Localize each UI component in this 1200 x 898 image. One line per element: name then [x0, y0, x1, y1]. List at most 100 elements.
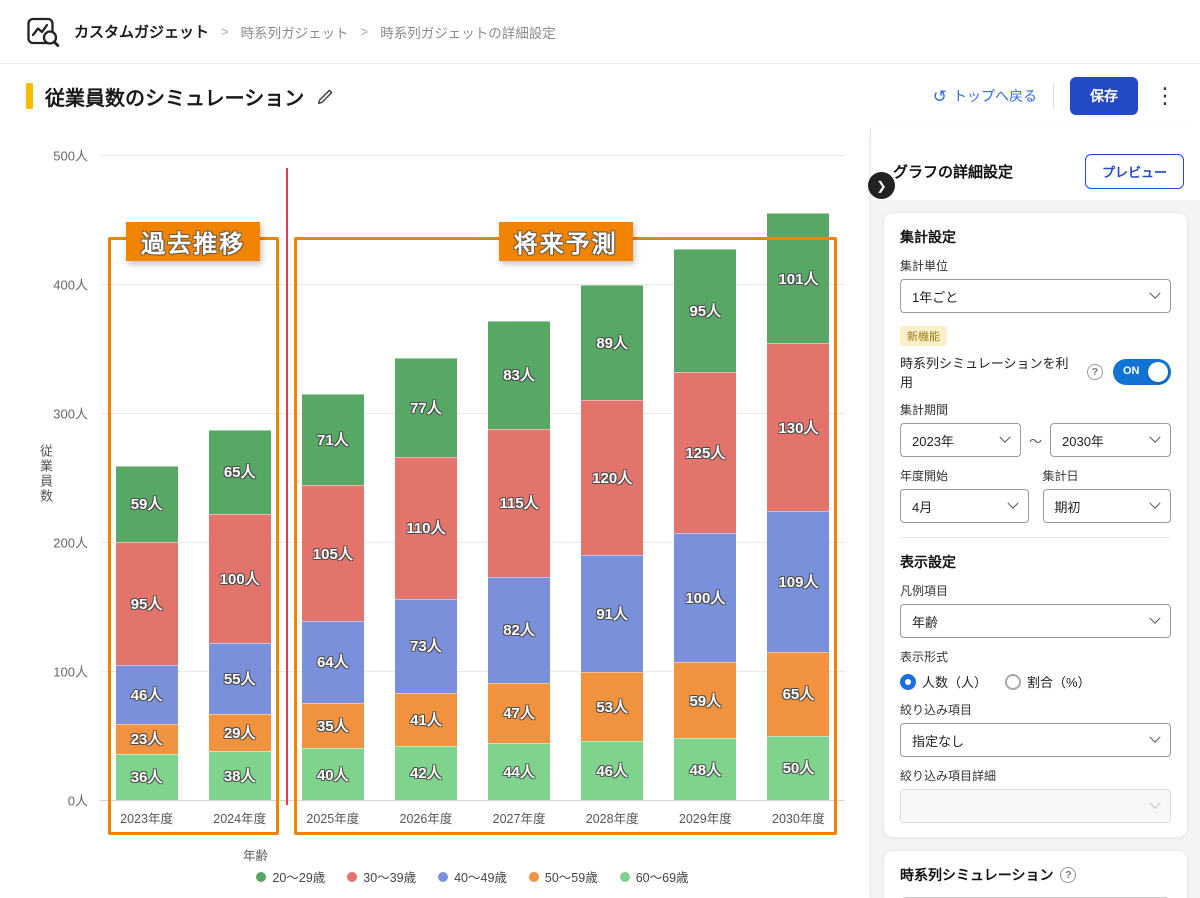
bar-segment-value: 105人	[312, 545, 353, 563]
filter-select[interactable]: 指定なし	[900, 723, 1171, 757]
bar-segment-50〜59歳[interactable]: 41人	[394, 692, 457, 746]
help-icon[interactable]: ?	[1087, 364, 1103, 380]
bar-segment-value: 71人	[316, 431, 349, 449]
bar-segment-20〜29歳[interactable]: 83人	[488, 321, 551, 429]
period-to-value: 2030年	[1062, 433, 1104, 449]
y-axis-tick-label: 0人	[67, 793, 88, 809]
aggregation-unit-select[interactable]: 1年ごと	[900, 279, 1171, 313]
aggregation-unit-label: 集計単位	[900, 259, 949, 273]
edit-pencil-icon[interactable]	[316, 86, 336, 106]
fiscal-start-select[interactable]: 4月	[900, 489, 1029, 523]
bar-segment-60〜69歳[interactable]: 48人	[674, 738, 737, 800]
breadcrumb-item-custom-gadget[interactable]: カスタムガジェット	[74, 24, 210, 41]
bar-segment-value: 130人	[778, 419, 819, 437]
bar-segment-20〜29歳[interactable]: 77人	[394, 357, 457, 457]
bar-segment-30〜39歳[interactable]: 95人	[115, 542, 178, 665]
annotation-label: 将来予測	[498, 222, 633, 261]
app-logo-icon[interactable]	[26, 15, 60, 49]
legend-item[interactable]: 20〜29歳	[256, 867, 325, 886]
gridline	[100, 800, 845, 801]
bar-segment-60〜69歳[interactable]: 38人	[208, 750, 271, 800]
format-option-percent[interactable]: 割合（%）	[1005, 672, 1091, 691]
bar-segment-20〜29歳[interactable]: 95人	[674, 249, 737, 372]
bar-segment-30〜39歳[interactable]: 125人	[674, 371, 737, 533]
stacked-bar-2028年度[interactable]: 46人 53人 91人 120人 89人	[581, 285, 644, 800]
bar-segment-40〜49歳[interactable]: 109人	[767, 511, 830, 652]
bar-segment-30〜39歳[interactable]: 100人	[208, 513, 271, 643]
bar-segment-60〜69歳[interactable]: 42人	[394, 745, 457, 800]
bar-segment-60〜69歳[interactable]: 36人	[115, 753, 178, 800]
bar-segment-20〜29歳[interactable]: 101人	[767, 213, 830, 344]
legend-item-select[interactable]: 年齢	[900, 604, 1171, 638]
save-button[interactable]: 保存	[1070, 77, 1138, 115]
bar-segment-60〜69歳[interactable]: 50人	[767, 735, 830, 800]
y-axis-tick-label: 100人	[53, 664, 88, 680]
format-option-count[interactable]: 人数（人）	[900, 672, 987, 691]
bar-segment-40〜49歳[interactable]: 64人	[301, 620, 364, 704]
display-format-label: 表示形式	[900, 650, 949, 664]
bar-segment-60〜69歳[interactable]: 40人	[301, 748, 364, 800]
bar-segment-50〜59歳[interactable]: 35人	[301, 703, 364, 749]
period-to-select[interactable]: 2030年	[1050, 423, 1172, 457]
bar-segment-value: 77人	[410, 399, 442, 417]
bar-segment-20〜29歳[interactable]: 59人	[115, 465, 178, 543]
bar-segment-40〜49歳[interactable]: 100人	[674, 532, 737, 662]
legend-item[interactable]: 50〜59歳	[528, 867, 598, 886]
stacked-bar-2025年度[interactable]: 40人 35人 64人 105人 71人	[301, 393, 364, 800]
kebab-menu-icon[interactable]: ⋮	[1154, 83, 1176, 108]
chevron-right-icon: ❯	[876, 178, 887, 193]
bar-segment-50〜59歳[interactable]: 23人	[115, 723, 178, 754]
bar-segment-40〜49歳[interactable]: 73人	[394, 598, 457, 693]
bar-segment-20〜29歳[interactable]: 89人	[581, 285, 644, 401]
chevron-down-icon	[1149, 612, 1161, 624]
panel-header: グラフの詳細設定 プレビュー	[871, 128, 1200, 200]
bar-segment-40〜49歳[interactable]: 82人	[488, 576, 551, 683]
stacked-bar-2030年度[interactable]: 50人 65人 109人 130人 101人	[767, 213, 830, 800]
legend-item[interactable]: 60〜69歳	[619, 867, 689, 886]
legend-item-label: 20〜29歳	[272, 871, 326, 885]
legend-item[interactable]: 40〜49歳	[438, 867, 507, 886]
bar-segment-50〜59歳[interactable]: 53人	[581, 672, 644, 741]
panel-collapse-button[interactable]: ❯	[868, 172, 895, 199]
bar-segment-40〜49歳[interactable]: 91人	[581, 554, 644, 673]
legend-item[interactable]: 30〜39歳	[347, 867, 416, 886]
bar-segment-30〜39歳[interactable]: 115人	[488, 428, 551, 577]
bar-segment-20〜29歳[interactable]: 71人	[301, 393, 364, 486]
format-option-count-label: 人数（人）	[922, 675, 988, 690]
help-icon[interactable]: ?	[1060, 867, 1077, 883]
simulation-toggle[interactable]: ON	[1113, 359, 1171, 385]
stacked-bar-2027年度[interactable]: 44人 47人 82人 115人 83人	[488, 321, 551, 800]
bar-segment-60〜69歳[interactable]: 44人	[488, 743, 551, 800]
gridline	[100, 671, 845, 672]
bar-segment-50〜59歳[interactable]: 65人	[767, 651, 830, 736]
simulation-section-title: 時系列シミュレーション	[900, 867, 1054, 883]
bar-segment-40〜49歳[interactable]: 46人	[115, 664, 178, 724]
aggregation-day-select[interactable]: 期初	[1042, 489, 1171, 523]
legend-color-dot	[256, 871, 267, 882]
back-to-top-link[interactable]: ↺ トップへ戻る	[933, 86, 1037, 106]
bar-segment-20〜29歳[interactable]: 65人	[208, 429, 271, 514]
bar-segment-60〜69歳[interactable]: 46人	[581, 740, 644, 800]
y-axis-tick-label: 200人	[53, 535, 88, 551]
bar-segment-50〜59歳[interactable]: 29人	[208, 713, 271, 751]
bar-segment-50〜59歳[interactable]: 47人	[488, 682, 551, 744]
stacked-bar-2026年度[interactable]: 42人 41人 73人 110人 77人	[394, 357, 457, 800]
stacked-bar-2029年度[interactable]: 48人 59人 100人 125人 95人	[674, 249, 737, 800]
legend-color-dot	[347, 871, 358, 882]
breadcrumb-item-timeseries-gadget[interactable]: 時系列ガジェット	[240, 25, 349, 41]
bar-segment-40〜49歳[interactable]: 55人	[208, 642, 271, 714]
stacked-bar-2024年度[interactable]: 38人 29人 55人 100人 65人	[208, 429, 271, 800]
bar-segment-50〜59歳[interactable]: 59人	[674, 661, 737, 739]
bar-segment-value: 59人	[130, 496, 163, 514]
period-from-select[interactable]: 2023年	[900, 423, 1021, 457]
section-divider	[900, 537, 1171, 538]
bar-segment-30〜39歳[interactable]: 120人	[581, 400, 644, 555]
bar-segment-30〜39歳[interactable]: 130人	[767, 343, 830, 512]
stacked-bar-2023年度[interactable]: 36人 23人 46人 95人 59人	[115, 465, 178, 800]
bar-segment-value: 46人	[596, 762, 629, 780]
preview-button[interactable]: プレビュー	[1084, 153, 1184, 189]
bar-segment-30〜39歳[interactable]: 105人	[301, 485, 364, 621]
legend-item-label: 50〜59歳	[544, 871, 598, 885]
bar-segment-30〜39歳[interactable]: 110人	[394, 456, 457, 599]
